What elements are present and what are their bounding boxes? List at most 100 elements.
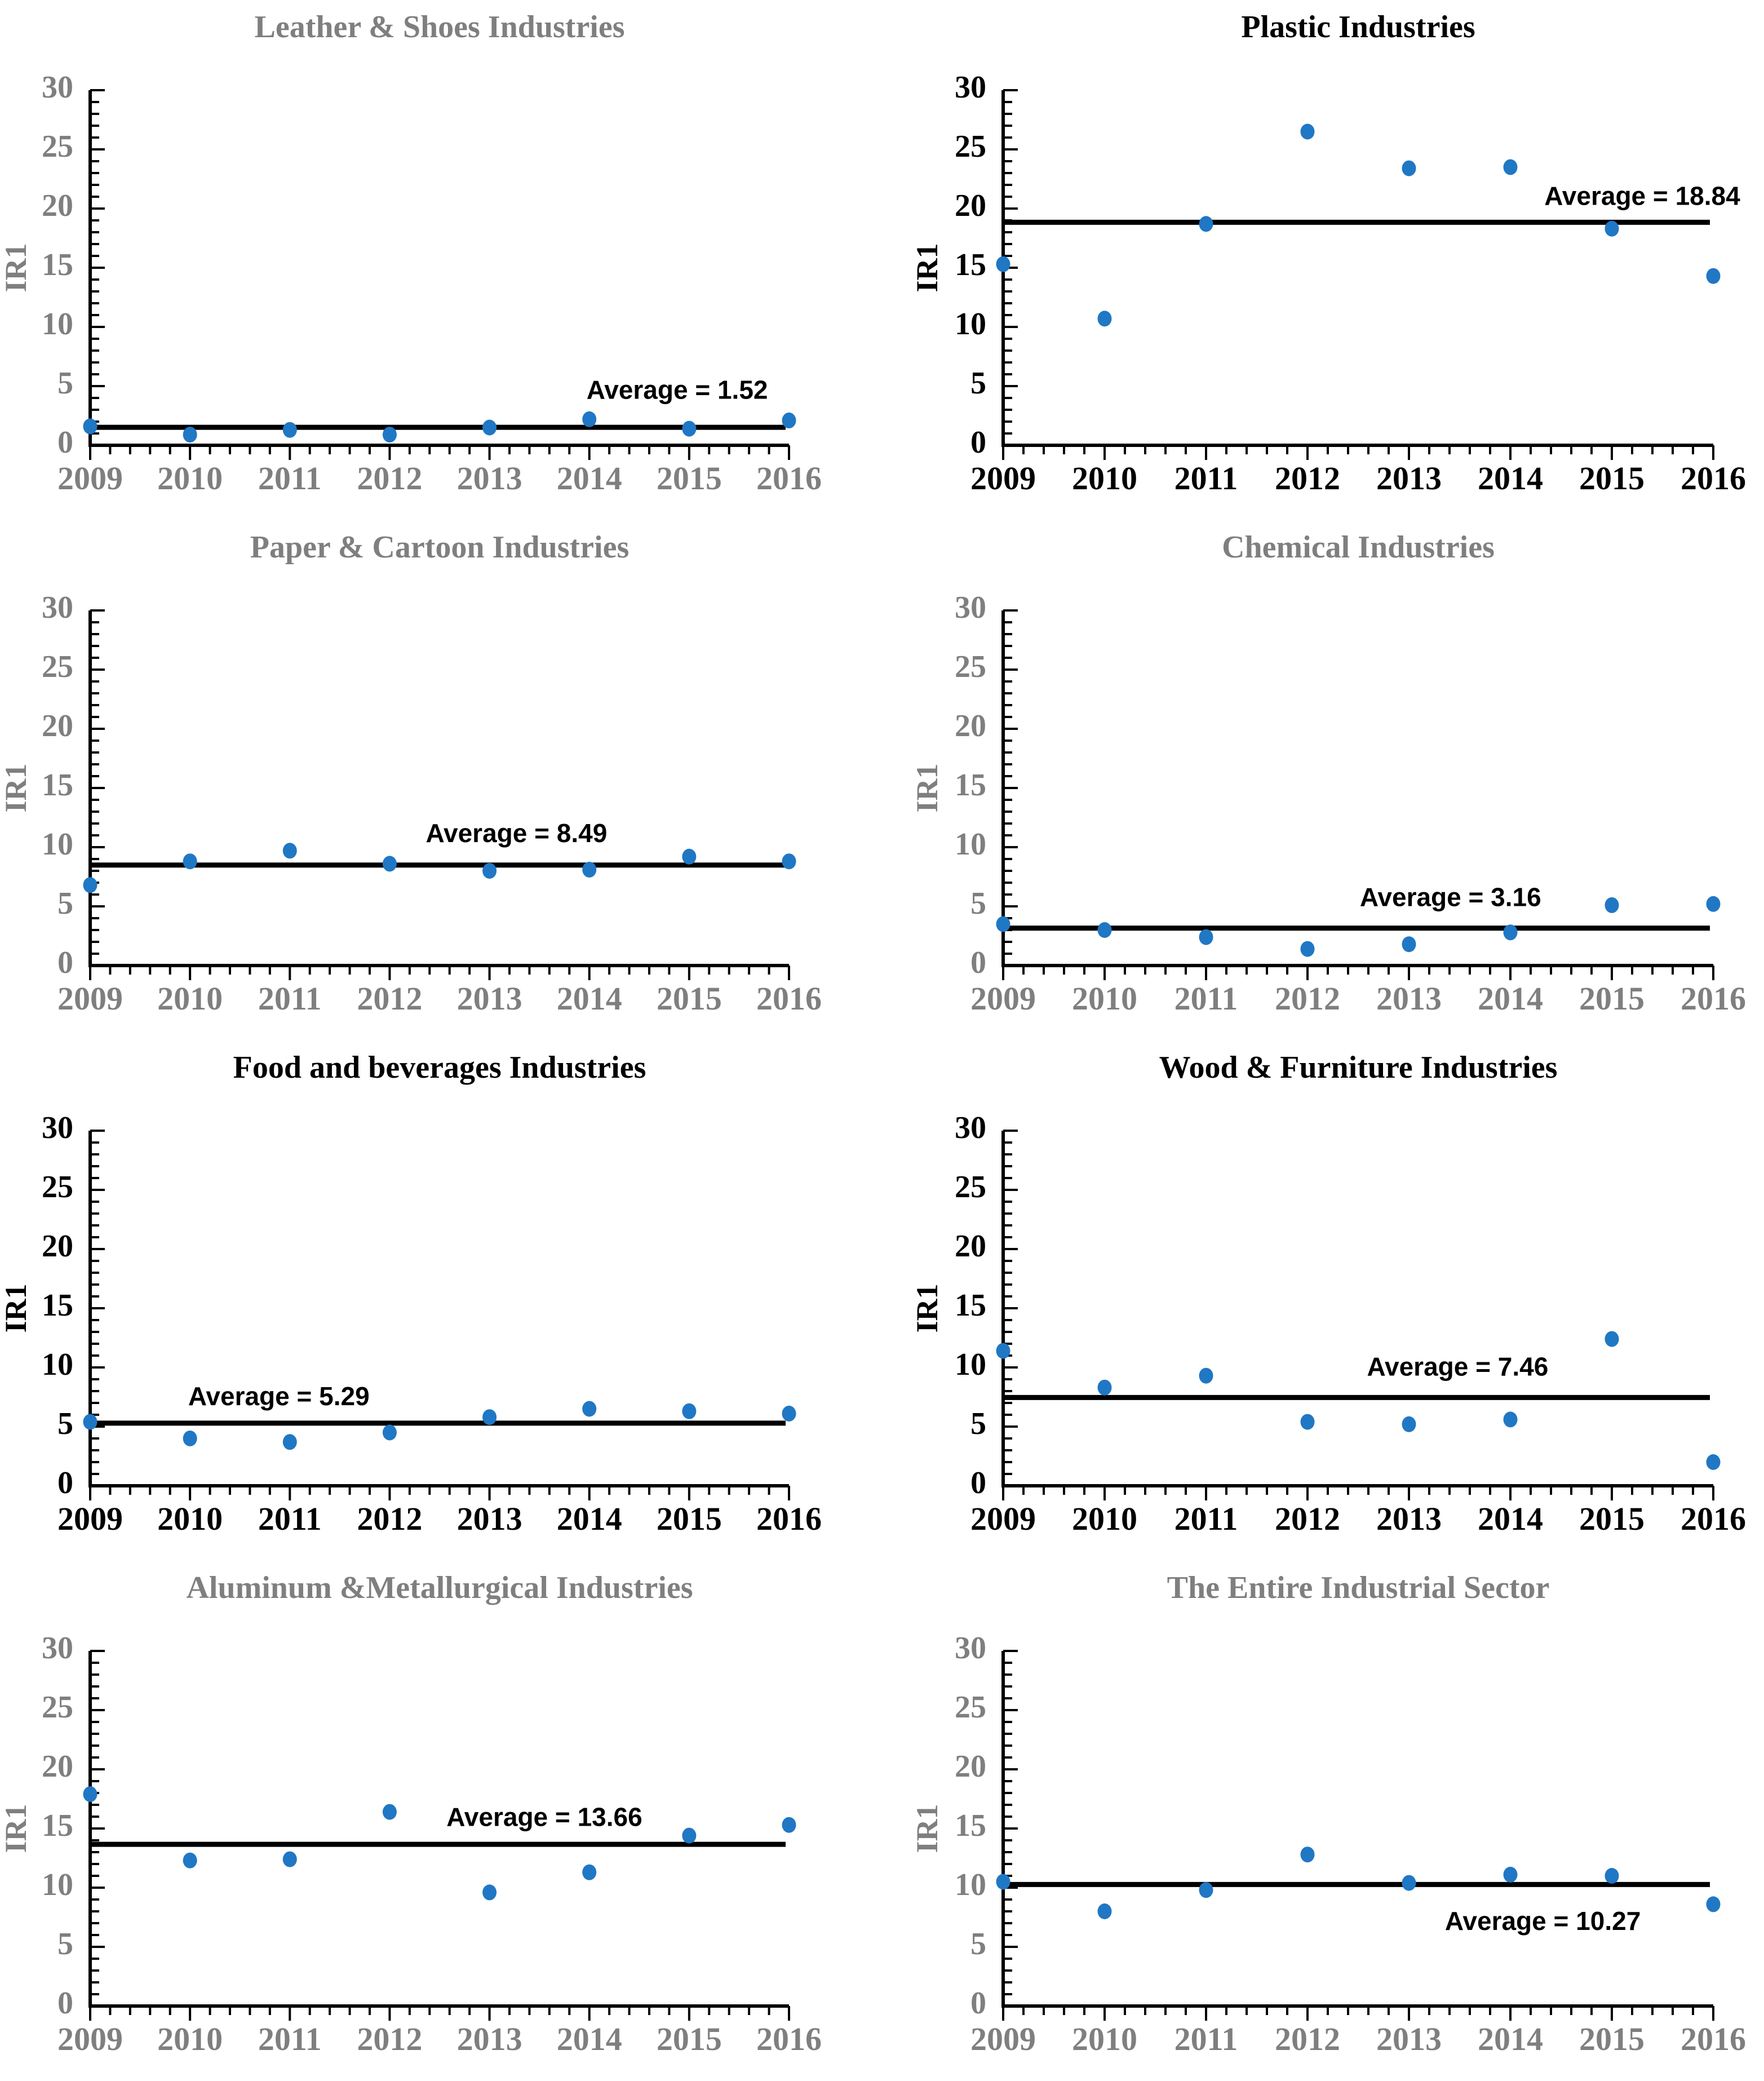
y-tick-label: 30 [955,70,986,105]
data-point [1503,1866,1518,1883]
chart-svg-aluminum-metallurgical: Aluminum &Metallurgical Industries 0 5 10 15… [0,1570,822,2057]
x-tick-label: 2009 [57,1500,123,1537]
y-tick-label: 20 [42,709,73,743]
y-tick-label: 10 [955,1867,986,1902]
data-point [1097,1903,1112,1919]
data-point [1199,1367,1213,1384]
data-point [382,427,397,443]
y-tick-label: 10 [42,1347,73,1382]
data-point [482,1409,497,1425]
x-tick-label: 2011 [1174,1500,1238,1537]
x-tick-label: 2014 [1478,1500,1543,1537]
data-point [282,422,297,438]
data-point [382,856,397,872]
data-point [782,1817,796,1833]
data-point [1402,160,1416,176]
average-label: Average = 5.29 [188,1382,370,1411]
data-point [282,843,297,859]
data-point [782,1405,796,1422]
y-tick-label: 0 [970,425,986,460]
x-tick-label: 2010 [157,460,223,497]
y-axis-title: IR1 [0,763,33,812]
data-point [682,1827,697,1844]
x-tick-label: 2012 [1275,460,1340,497]
y-tick-label: 10 [42,827,73,862]
x-tick-label: 2010 [157,1500,223,1537]
y-axis-title: IR1 [910,1283,944,1332]
x-tick-label: 2011 [258,980,322,1017]
data-point [1300,123,1315,140]
x-tick-label: 2009 [57,2021,123,2057]
x-tick-label: 2011 [258,2021,322,2057]
chart-food-beverages: Food and beverages Industries 0 5 10 15 20 25 3… [0,1040,882,1561]
x-tick-label: 2010 [1072,980,1137,1017]
y-tick-label: 25 [955,1170,986,1205]
data-point [482,1884,497,1901]
x-tick-label: 2010 [157,2021,223,2057]
x-tick-label: 2014 [1478,460,1543,497]
x-tick-label: 2015 [657,2021,722,2057]
x-tick-label: 2015 [1579,460,1645,497]
data-point [582,411,597,427]
y-tick-label: 5 [970,886,986,921]
x-tick-label: 2013 [457,2021,522,2057]
y-tick-label: 25 [42,129,73,164]
chart-svg-wood-furniture: Wood & Furniture Industries 0 5 10 15 20 25 30 2… [910,1050,1746,1537]
y-tick-label: 15 [42,1288,73,1323]
y-tick-label: 15 [955,1808,986,1843]
chart-svg-plastic: Plastic Industries 0 5 10 15 20 25 30 2009 2010 20… [910,10,1746,497]
x-tick-label: 2015 [1579,980,1645,1017]
chart-entire-industrial-sector: The Entire Industrial Sector 0 5 10 15 20 25 30… [882,1561,1764,2081]
data-point [1706,896,1721,912]
x-tick-label: 2012 [1275,1500,1340,1537]
y-tick-label: 0 [970,945,986,980]
x-tick-label: 2014 [557,980,622,1017]
y-tick-label: 30 [42,590,73,625]
y-tick-label: 0 [57,945,73,980]
chart-title: Plastic Industries [1241,10,1475,45]
x-tick-label: 2012 [357,1500,422,1537]
y-tick-label: 15 [955,768,986,803]
x-tick-label: 2010 [157,980,223,1017]
x-tick-label: 2014 [557,460,622,497]
data-point [682,1403,697,1419]
data-point [996,916,1010,932]
average-label: Average = 10.27 [1445,1906,1641,1936]
data-point [1097,922,1112,938]
chart-svg-leather-shoes: Leather & Shoes Industries 0 5 10 15 20 25 30 20… [0,10,822,497]
data-point [83,418,97,435]
chart-paper-cartoon: Paper & Cartoon Industries 0 5 10 15 20 25 30 20… [0,520,882,1040]
data-point [1402,1875,1416,1891]
x-tick-label: 2012 [357,460,422,497]
data-point [1300,1414,1315,1430]
chart-leather-shoes: Leather & Shoes Industries 0 5 10 15 20 25 30 20… [0,0,882,520]
data-point [83,1786,97,1803]
y-tick-label: 15 [42,1808,73,1843]
data-point [1199,1882,1213,1898]
data-point [1503,159,1518,175]
y-tick-label: 30 [42,1110,73,1145]
data-point [996,1874,1010,1890]
data-point [1605,897,1619,913]
average-label: Average = 7.46 [1367,1352,1548,1381]
x-tick-label: 2016 [1681,2021,1746,2057]
chart-svg-entire-industrial-sector: The Entire Industrial Sector 0 5 10 15 20 25 30… [910,1570,1746,2057]
data-point [83,877,97,893]
data-point [1097,311,1112,327]
x-tick-label: 2015 [657,980,722,1017]
x-tick-label: 2016 [756,2021,822,2057]
x-tick-label: 2009 [970,980,1036,1017]
chart-title: The Entire Industrial Sector [1167,1570,1550,1605]
x-tick-label: 2011 [1174,460,1238,497]
chart-aluminum-metallurgical: Aluminum &Metallurgical Industries 0 5 10 15… [0,1561,882,2081]
x-tick-label: 2013 [1376,980,1442,1017]
x-tick-label: 2010 [1072,460,1137,497]
y-axis-title: IR1 [0,243,33,292]
y-tick-label: 30 [42,70,73,105]
x-tick-label: 2009 [970,460,1036,497]
average-label: Average = 3.16 [1360,883,1541,912]
x-tick-label: 2016 [756,1500,822,1537]
y-tick-label: 25 [955,129,986,164]
x-tick-label: 2009 [57,460,123,497]
y-tick-label: 10 [955,1347,986,1382]
